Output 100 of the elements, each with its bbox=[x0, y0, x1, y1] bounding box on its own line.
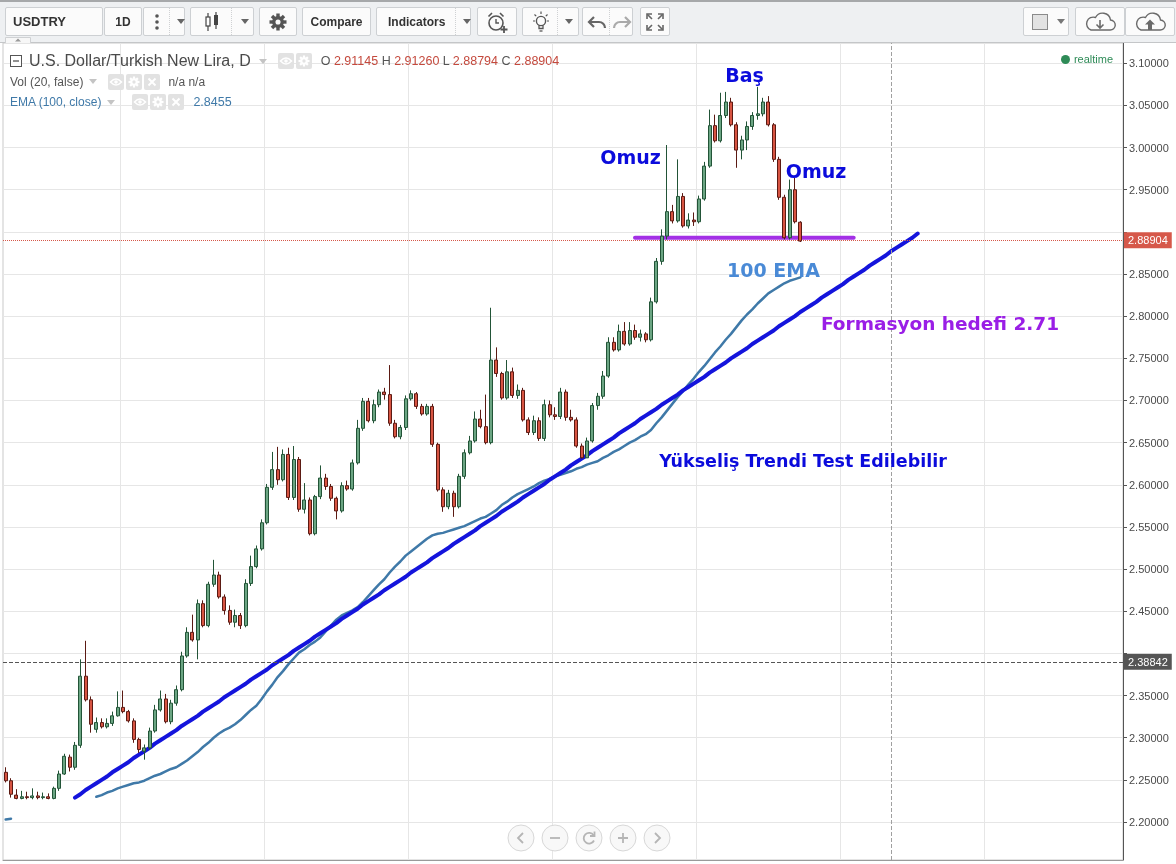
candlestick bbox=[489, 307, 493, 445]
candlestick bbox=[302, 482, 306, 514]
text: EMA (100, close) bbox=[10, 95, 102, 110]
candlestick bbox=[500, 371, 504, 401]
y-tick-label: 2.80000 bbox=[1129, 310, 1169, 323]
y-tick-label: 3.10000 bbox=[1129, 57, 1169, 70]
text: O 2.91145 H 2.91260 L 2.88794 C 2.88904 bbox=[320, 54, 560, 69]
y-tick-label: 2.95000 bbox=[1129, 183, 1169, 196]
candlestick bbox=[398, 424, 402, 440]
candlestick bbox=[238, 612, 242, 630]
annotation: realtime bbox=[1073, 53, 1113, 65]
candlestick bbox=[478, 409, 482, 429]
y-tick-label: 2.50000 bbox=[1129, 563, 1169, 576]
candlestick bbox=[46, 792, 50, 800]
candlestick bbox=[414, 391, 418, 410]
candlestick bbox=[308, 496, 312, 536]
candlestick bbox=[297, 456, 301, 513]
candlestick bbox=[510, 367, 514, 399]
candlestick bbox=[681, 192, 685, 229]
text-field: USDTRY bbox=[5, 7, 103, 36]
y-tick-label: 2.30000 bbox=[1129, 731, 1169, 744]
candlestick bbox=[516, 383, 520, 400]
candlestick bbox=[793, 177, 797, 224]
candlestick bbox=[201, 599, 205, 628]
candlestick bbox=[345, 480, 349, 492]
candlestick bbox=[537, 416, 541, 442]
candlestick bbox=[686, 212, 690, 229]
candlestick bbox=[350, 459, 354, 492]
candlestick bbox=[20, 790, 24, 800]
candlestick bbox=[505, 359, 509, 401]
text: U.S. Dollar/Turkish New Lira, D bbox=[29, 52, 251, 71]
candlestick bbox=[382, 387, 386, 401]
annotation: Vol (20, false) bbox=[10, 74, 84, 89]
y-tick-label: 2.65000 bbox=[1129, 436, 1169, 449]
candlestick bbox=[713, 114, 717, 143]
candlestick bbox=[622, 321, 626, 347]
candlestick bbox=[676, 158, 680, 224]
candlestick bbox=[228, 604, 232, 626]
y-tick-label: 2.25000 bbox=[1129, 773, 1169, 786]
candlestick bbox=[116, 690, 120, 718]
y-tick-label: 3.05000 bbox=[1129, 99, 1169, 112]
candlestick bbox=[542, 399, 546, 442]
candlestick bbox=[142, 743, 146, 761]
candlestick bbox=[30, 787, 34, 800]
annotation: Omuz bbox=[785, 160, 847, 182]
y-tick-label: 2.45000 bbox=[1129, 605, 1169, 618]
candlestick bbox=[340, 481, 344, 514]
candlestick bbox=[420, 403, 424, 417]
candlestick bbox=[196, 598, 200, 660]
candlestick bbox=[25, 791, 29, 800]
candlestick bbox=[68, 754, 72, 772]
y-tick-label: 2.75000 bbox=[1129, 352, 1169, 365]
candlestick bbox=[286, 447, 290, 501]
annotation: 2.8455 bbox=[193, 95, 232, 110]
candlestick bbox=[36, 791, 40, 800]
candlestick bbox=[708, 109, 712, 169]
candlestick bbox=[724, 91, 728, 119]
button: Compare bbox=[302, 7, 371, 36]
annotation: Formasyon hedefi 2.71 bbox=[820, 312, 1060, 334]
candlestick bbox=[190, 614, 194, 643]
candlestick bbox=[628, 321, 632, 347]
candlestick bbox=[612, 336, 616, 353]
candlestick bbox=[164, 693, 168, 724]
candlestick bbox=[281, 448, 285, 482]
y-tick-label: 2.35000 bbox=[1129, 689, 1169, 702]
candlestick bbox=[494, 346, 498, 378]
ref-line-label: 2.38842 bbox=[1128, 655, 1168, 668]
candlestick bbox=[276, 446, 280, 486]
candlestick bbox=[617, 324, 621, 353]
annotation: Omuz bbox=[600, 146, 661, 168]
candlestick bbox=[94, 717, 98, 734]
annotation: Yükseliş Trendi Test Edilebilir bbox=[658, 451, 948, 471]
candlestick bbox=[206, 581, 210, 628]
candlestick bbox=[718, 92, 722, 143]
candlestick bbox=[446, 489, 450, 510]
candlestick bbox=[425, 403, 429, 417]
candlestick bbox=[233, 609, 237, 628]
candlestick bbox=[292, 445, 296, 501]
candlestick bbox=[766, 95, 770, 127]
y-tick-label: 2.20000 bbox=[1129, 816, 1169, 829]
annotation: n/a n/a bbox=[168, 74, 206, 89]
annotation: 100 EMA bbox=[727, 259, 821, 281]
candlestick bbox=[638, 329, 642, 342]
candlestick bbox=[692, 211, 696, 227]
y-tick-label: 2.85000 bbox=[1129, 268, 1169, 281]
annotation: Baş bbox=[725, 64, 764, 86]
y-tick-label: 2.60000 bbox=[1129, 478, 1169, 491]
candlestick bbox=[788, 179, 792, 240]
y-tick-label: 3.00000 bbox=[1129, 141, 1169, 154]
button: Indicators bbox=[376, 7, 471, 36]
candlestick bbox=[558, 387, 562, 420]
candlestick bbox=[484, 394, 488, 445]
candlestick bbox=[644, 331, 648, 343]
candlestick bbox=[41, 792, 45, 800]
candlestick bbox=[430, 403, 434, 448]
candlestick bbox=[212, 559, 216, 588]
candlestick bbox=[580, 442, 584, 460]
y-tick-label: 2.55000 bbox=[1129, 520, 1169, 533]
button: 1D bbox=[104, 7, 142, 36]
candlestick bbox=[366, 397, 370, 423]
